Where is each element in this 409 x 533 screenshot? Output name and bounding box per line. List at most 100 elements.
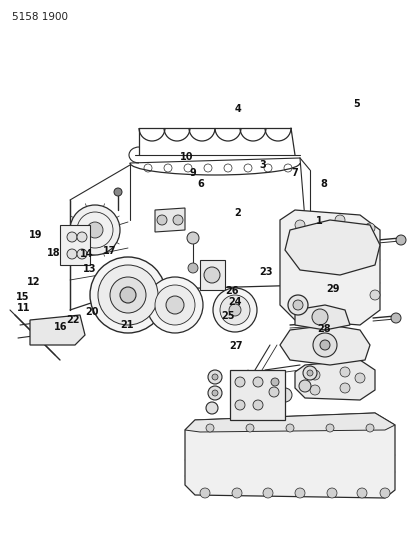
Circle shape bbox=[270, 378, 278, 386]
Text: 8: 8 bbox=[320, 179, 326, 189]
Polygon shape bbox=[184, 413, 394, 432]
Text: 28: 28 bbox=[316, 325, 330, 334]
Text: 16: 16 bbox=[54, 322, 67, 332]
Circle shape bbox=[200, 488, 209, 498]
Circle shape bbox=[294, 220, 304, 230]
Text: 23: 23 bbox=[258, 267, 272, 277]
Circle shape bbox=[205, 402, 218, 414]
Circle shape bbox=[277, 388, 291, 402]
Circle shape bbox=[268, 387, 278, 397]
Text: 4: 4 bbox=[234, 104, 240, 114]
Circle shape bbox=[254, 385, 268, 399]
Text: 22: 22 bbox=[66, 315, 79, 325]
Text: 20: 20 bbox=[85, 307, 99, 317]
Circle shape bbox=[234, 400, 245, 410]
Circle shape bbox=[319, 340, 329, 350]
Circle shape bbox=[245, 424, 254, 432]
Polygon shape bbox=[30, 315, 85, 345]
Circle shape bbox=[364, 223, 374, 233]
Circle shape bbox=[90, 257, 166, 333]
Text: 5: 5 bbox=[353, 99, 359, 109]
Text: 27: 27 bbox=[229, 342, 242, 351]
Circle shape bbox=[252, 400, 262, 410]
Polygon shape bbox=[155, 208, 184, 232]
Circle shape bbox=[311, 309, 327, 325]
Circle shape bbox=[326, 488, 336, 498]
Circle shape bbox=[252, 377, 262, 387]
Circle shape bbox=[211, 374, 218, 380]
Polygon shape bbox=[294, 305, 349, 330]
Text: 7: 7 bbox=[291, 168, 298, 178]
Circle shape bbox=[110, 277, 146, 313]
Text: 19: 19 bbox=[29, 230, 42, 239]
Polygon shape bbox=[294, 360, 374, 400]
Text: 14: 14 bbox=[80, 249, 93, 259]
Text: 10: 10 bbox=[180, 152, 193, 162]
Circle shape bbox=[379, 488, 389, 498]
Circle shape bbox=[204, 267, 220, 283]
Circle shape bbox=[157, 215, 166, 225]
Circle shape bbox=[87, 222, 103, 238]
Circle shape bbox=[285, 424, 293, 432]
Circle shape bbox=[356, 488, 366, 498]
Circle shape bbox=[339, 367, 349, 377]
Circle shape bbox=[187, 232, 198, 244]
Circle shape bbox=[296, 309, 306, 319]
Circle shape bbox=[77, 232, 87, 242]
Circle shape bbox=[188, 263, 198, 273]
Circle shape bbox=[365, 424, 373, 432]
Polygon shape bbox=[279, 210, 379, 325]
Circle shape bbox=[354, 373, 364, 383]
Circle shape bbox=[334, 215, 344, 225]
Circle shape bbox=[147, 277, 202, 333]
Circle shape bbox=[155, 285, 195, 325]
Text: 1: 1 bbox=[316, 216, 322, 226]
Circle shape bbox=[395, 235, 405, 245]
Circle shape bbox=[292, 300, 302, 310]
Text: 6: 6 bbox=[197, 179, 204, 189]
Circle shape bbox=[207, 370, 221, 384]
Circle shape bbox=[231, 488, 241, 498]
Circle shape bbox=[213, 288, 256, 332]
Text: 5158 1900: 5158 1900 bbox=[12, 12, 68, 22]
Text: 9: 9 bbox=[189, 168, 196, 178]
Text: 3: 3 bbox=[258, 160, 265, 170]
Text: 11: 11 bbox=[17, 303, 30, 313]
FancyBboxPatch shape bbox=[200, 260, 225, 290]
Circle shape bbox=[262, 488, 272, 498]
Circle shape bbox=[306, 370, 312, 376]
Circle shape bbox=[229, 304, 240, 316]
Circle shape bbox=[334, 313, 344, 323]
Circle shape bbox=[70, 205, 120, 255]
Circle shape bbox=[294, 488, 304, 498]
Circle shape bbox=[312, 333, 336, 357]
Text: 15: 15 bbox=[16, 293, 29, 302]
Text: 25: 25 bbox=[220, 311, 234, 320]
Text: 13: 13 bbox=[83, 264, 96, 274]
Circle shape bbox=[205, 424, 213, 432]
Text: 17: 17 bbox=[103, 246, 116, 255]
Circle shape bbox=[77, 249, 87, 259]
Text: 29: 29 bbox=[326, 285, 339, 294]
Circle shape bbox=[309, 385, 319, 395]
Circle shape bbox=[173, 215, 182, 225]
Circle shape bbox=[234, 377, 245, 387]
FancyBboxPatch shape bbox=[229, 370, 284, 420]
Circle shape bbox=[207, 386, 221, 400]
Circle shape bbox=[339, 383, 349, 393]
Circle shape bbox=[98, 265, 157, 325]
Polygon shape bbox=[184, 413, 394, 498]
Circle shape bbox=[211, 390, 218, 396]
Circle shape bbox=[325, 424, 333, 432]
FancyBboxPatch shape bbox=[60, 225, 90, 265]
Polygon shape bbox=[279, 325, 369, 365]
Circle shape bbox=[390, 313, 400, 323]
Text: 26: 26 bbox=[225, 286, 238, 296]
Circle shape bbox=[266, 374, 282, 390]
Circle shape bbox=[67, 249, 77, 259]
Circle shape bbox=[114, 188, 122, 196]
Circle shape bbox=[298, 380, 310, 392]
Circle shape bbox=[369, 290, 379, 300]
Circle shape bbox=[302, 366, 316, 380]
Polygon shape bbox=[284, 220, 379, 275]
